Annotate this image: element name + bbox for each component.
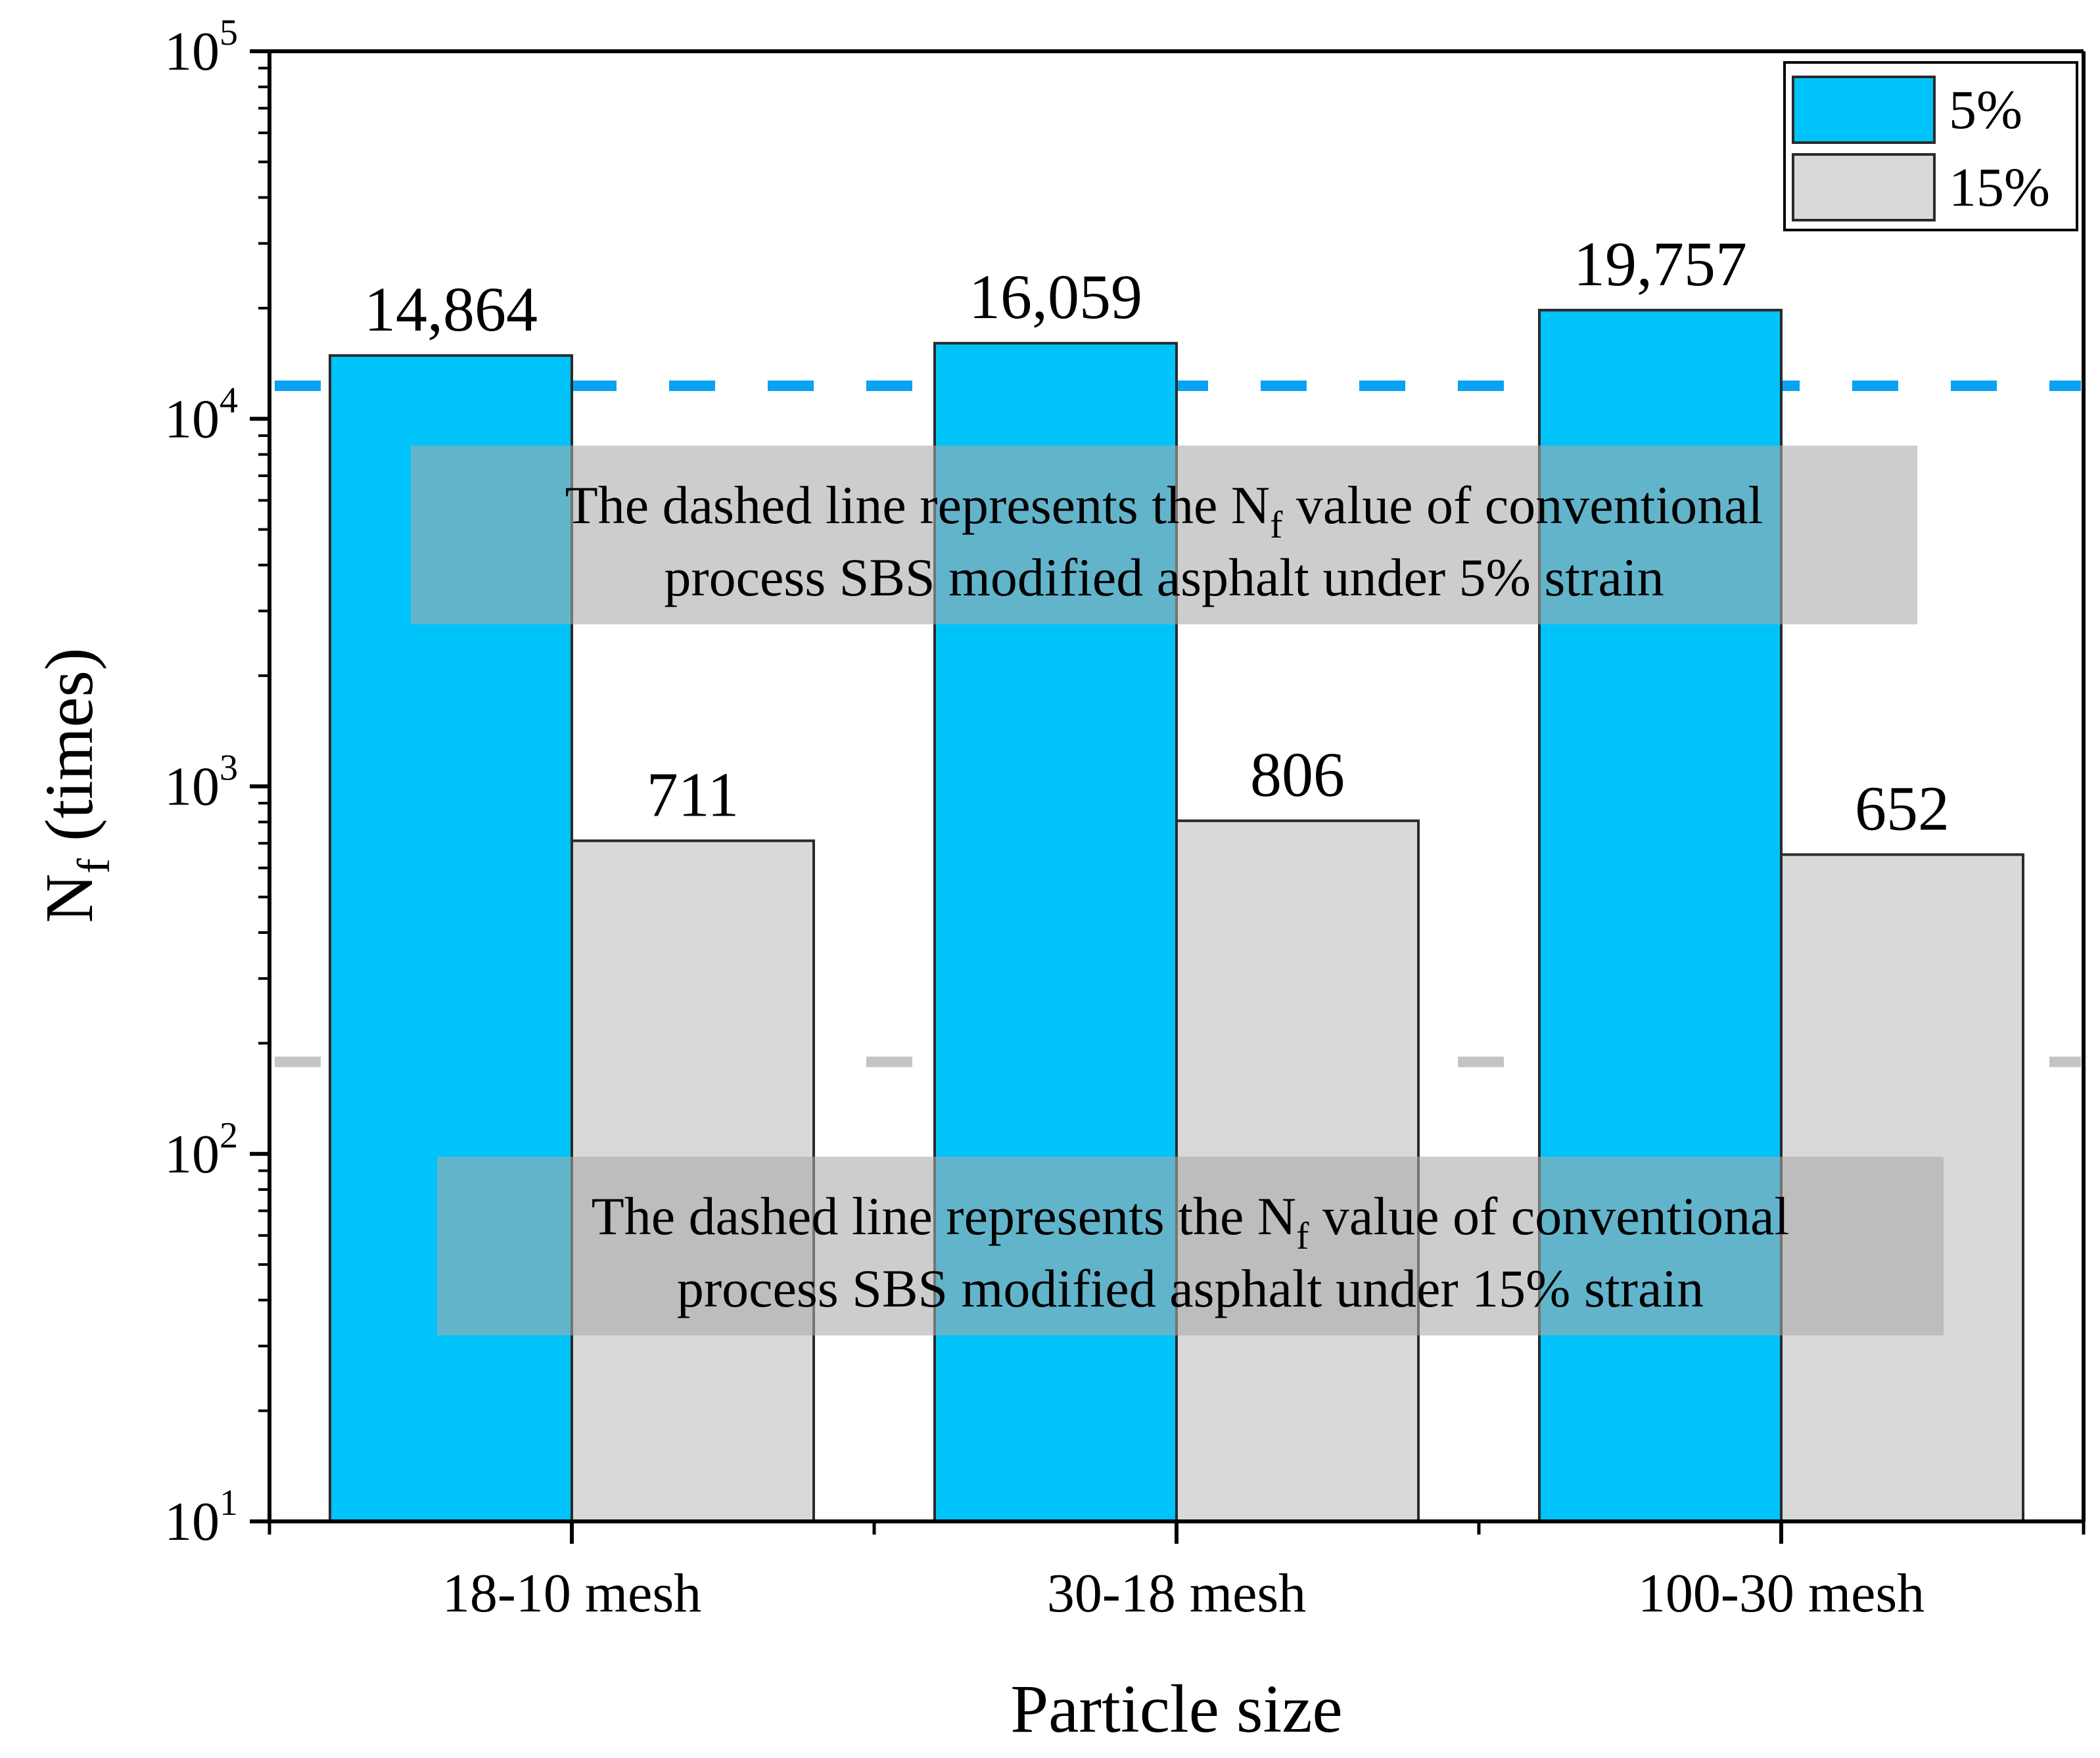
y-axis-title-rest: (times) xyxy=(32,647,107,858)
y-tick-base: 10 xyxy=(164,388,220,450)
x-axis-title: Particle size xyxy=(1010,1671,1342,1747)
annotations: The dashed line represents the Nf value … xyxy=(411,446,1944,1335)
y-tick-base: 10 xyxy=(164,756,220,818)
y-tick-label-4: 104 xyxy=(164,380,238,450)
y-tick-base: 10 xyxy=(164,1124,220,1185)
y-axis-title-main: N xyxy=(32,873,107,923)
y-tick-exponent: 4 xyxy=(220,380,238,421)
y-tick-base: 10 xyxy=(164,1491,220,1552)
y-axis-title-subscript: f xyxy=(69,858,120,873)
bar-label-15pct-2: 806 xyxy=(1250,739,1345,810)
bar-label-15pct-1: 711 xyxy=(647,759,739,829)
legend-label-5pct: 5% xyxy=(1949,80,2022,141)
y-tick-exponent: 5 xyxy=(220,12,238,53)
annotation-subscript: f xyxy=(1296,1214,1309,1257)
legend-label-15pct: 15% xyxy=(1949,157,2050,218)
annotation-text: value of conventional xyxy=(1309,1186,1789,1246)
annotation-box-2 xyxy=(437,1157,1944,1335)
legend: 5%15% xyxy=(1783,61,2078,231)
annotation-2-line-1: The dashed line represents the Nf value … xyxy=(592,1186,1790,1257)
bar-label-5pct-3: 19,757 xyxy=(1574,229,1747,299)
y-tick-label-5: 105 xyxy=(164,12,238,82)
y-tick-exponent: 2 xyxy=(220,1115,238,1156)
legend-swatch-15pct xyxy=(1792,153,1936,221)
y-tick-label-2: 102 xyxy=(164,1115,238,1185)
bar-label-5pct-2: 16,059 xyxy=(969,262,1142,332)
legend-swatch-5pct xyxy=(1792,76,1936,144)
annotation-1-line-2: process SBS modified asphalt under 5% st… xyxy=(664,547,1664,607)
x-tick-label-3: 100-30 mesh xyxy=(1638,1563,1925,1624)
y-tick-exponent: 1 xyxy=(220,1483,238,1523)
annotation-subscript: f xyxy=(1270,503,1283,546)
x-tick-label-2: 30-18 mesh xyxy=(1047,1563,1306,1624)
y-tick-exponent: 3 xyxy=(220,748,238,789)
annotation-text: The dashed line represents the N xyxy=(565,475,1270,535)
bar-label-15pct-3: 652 xyxy=(1855,773,1949,843)
bar-value-labels: 14,864 16,059 19,757 711 806 652 xyxy=(364,229,1949,844)
bar-label-5pct-1: 14,864 xyxy=(364,274,538,344)
annotation-text: The dashed line represents the N xyxy=(592,1186,1296,1246)
y-axis-title: Nf (times) xyxy=(32,647,120,923)
y-tick-label-1: 101 xyxy=(164,1483,238,1552)
annotation-1-line-1: The dashed line represents the Nf value … xyxy=(565,475,1763,546)
annotation-box-1 xyxy=(411,446,1917,624)
y-tick-label-3: 103 xyxy=(164,748,238,818)
annotation-text: value of conventional xyxy=(1282,475,1763,535)
x-tick-label-1: 18-10 mesh xyxy=(442,1563,701,1624)
annotation-2-line-2: process SBS modified asphalt under 15% s… xyxy=(677,1259,1704,1318)
y-tick-base: 10 xyxy=(164,21,220,82)
